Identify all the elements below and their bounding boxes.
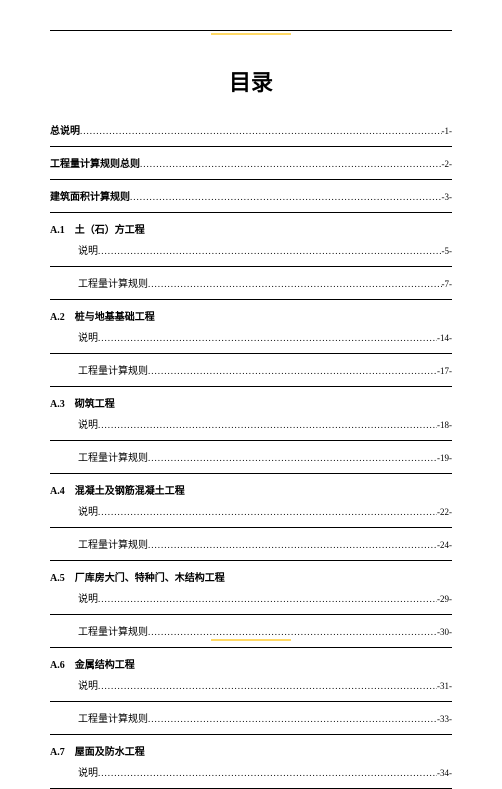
toc-dots: [148, 714, 437, 724]
toc-label: 工程量计算规则: [78, 536, 148, 551]
toc-label: 说明: [78, 590, 98, 605]
toc-label: 工程量计算规则: [78, 710, 148, 725]
toc-entry: 说明 -14-: [50, 329, 452, 344]
section-heading: A.1 土（石）方工程: [50, 221, 452, 236]
toc-dots: [98, 420, 437, 430]
top-entries-group: 总说明 -1- 工程量计算规则总则 -2- 建筑面积计算规则 -3-: [50, 122, 452, 213]
toc-label: 说明: [78, 242, 98, 257]
toc-entry: 工程量计算规则总则 -2-: [50, 155, 452, 170]
toc-dots: [140, 159, 442, 169]
toc-label: 说明: [78, 416, 98, 431]
toc-entry: 说明 -18-: [50, 416, 452, 431]
section-heading: A.6 金属结构工程: [50, 656, 452, 671]
toc-page: -1-: [442, 126, 453, 136]
toc-page: -19-: [437, 453, 452, 463]
toc-section: A.2 桩与地基基础工程 说明 -14- 工程量计算规则 -17-: [50, 308, 452, 387]
toc-entry: 工程量计算规则 -30-: [50, 623, 452, 638]
toc-entry: 工程量计算规则 -24-: [50, 536, 452, 551]
toc-entry: 说明 -29-: [50, 590, 452, 605]
toc-entry: 工程量计算规则 -33-: [50, 710, 452, 725]
section-heading: A.5 厂库房大门、特种门、木结构工程: [50, 569, 452, 584]
toc-label: 建筑面积计算规则: [50, 188, 130, 203]
toc-label: 工程量计算规则: [78, 449, 148, 464]
toc-label: 说明: [78, 329, 98, 344]
toc-label: 说明: [78, 677, 98, 692]
section-heading: A.2 桩与地基基础工程: [50, 308, 452, 323]
toc-page: -24-: [437, 540, 452, 550]
toc-entry: 工程量计算规则 -19-: [50, 449, 452, 464]
toc-page: -5-: [442, 246, 453, 256]
section-heading: A.4 混凝土及钢筋混凝土工程: [50, 482, 452, 497]
toc-entry: 总说明 -1-: [50, 122, 452, 137]
section-heading: A.3 砌筑工程: [50, 395, 452, 410]
toc-page: -34-: [437, 768, 452, 778]
top-yellow-accent: [211, 33, 291, 35]
toc-dots: [80, 126, 442, 136]
toc-dots: [148, 540, 437, 550]
toc-page: -31-: [437, 681, 452, 691]
toc-dots: [148, 453, 437, 463]
toc-entry: 说明 -34-: [50, 764, 452, 779]
toc-entry: 说明 -22-: [50, 503, 452, 518]
toc-label: 总说明: [50, 122, 80, 137]
toc-dots: [148, 366, 437, 376]
toc-dots: [98, 768, 437, 778]
toc-label: 工程量计算规则: [78, 275, 148, 290]
toc-page: -17-: [437, 366, 452, 376]
toc-label: 说明: [78, 503, 98, 518]
toc-entry: 工程量计算规则 -7-: [50, 275, 452, 290]
toc-page: -14-: [437, 333, 452, 343]
toc-section: A.5 厂库房大门、特种门、木结构工程 说明 -29- 工程量计算规则 -30-: [50, 569, 452, 648]
toc-dots: [130, 192, 442, 202]
toc-section: A.4 混凝土及钢筋混凝土工程 说明 -22- 工程量计算规则 -24-: [50, 482, 452, 561]
toc-entry: 工程量计算规则 -17-: [50, 362, 452, 377]
toc-dots: [148, 627, 437, 637]
toc-dots: [98, 507, 437, 517]
toc-dots: [98, 594, 437, 604]
toc-label: 工程量计算规则总则: [50, 155, 140, 170]
bottom-yellow-accent: [211, 639, 291, 641]
toc-section: A.3 砌筑工程 说明 -18- 工程量计算规则 -19-: [50, 395, 452, 474]
toc-page: -2-: [442, 159, 453, 169]
toc-dots: [98, 333, 437, 343]
toc-section: A.1 土（石）方工程 说明 -5- 工程量计算规则 -7-: [50, 221, 452, 300]
toc-label: 说明: [78, 764, 98, 779]
top-horizontal-rule: [50, 30, 452, 31]
toc-section: A.7 屋面及防水工程 说明 -34-: [50, 743, 452, 789]
toc-label: 工程量计算规则: [78, 623, 148, 638]
toc-page: -7-: [442, 279, 453, 289]
toc-entry: 建筑面积计算规则 -3-: [50, 188, 452, 203]
toc-section: A.6 金属结构工程 说明 -31- 工程量计算规则 -33-: [50, 656, 452, 735]
toc-dots: [98, 681, 437, 691]
toc-page: -33-: [437, 714, 452, 724]
toc-dots: [98, 246, 442, 256]
toc-entry: 说明 -5-: [50, 242, 452, 257]
toc-page: -30-: [437, 627, 452, 637]
toc-page: -22-: [437, 507, 452, 517]
toc-label: 工程量计算规则: [78, 362, 148, 377]
toc-page: -29-: [437, 594, 452, 604]
toc-page: -3-: [442, 192, 453, 202]
toc-dots: [148, 279, 442, 289]
section-heading: A.7 屋面及防水工程: [50, 743, 452, 758]
toc-entry: 说明 -31-: [50, 677, 452, 692]
toc-page: -18-: [437, 420, 452, 430]
page-title: 目录: [50, 65, 452, 97]
